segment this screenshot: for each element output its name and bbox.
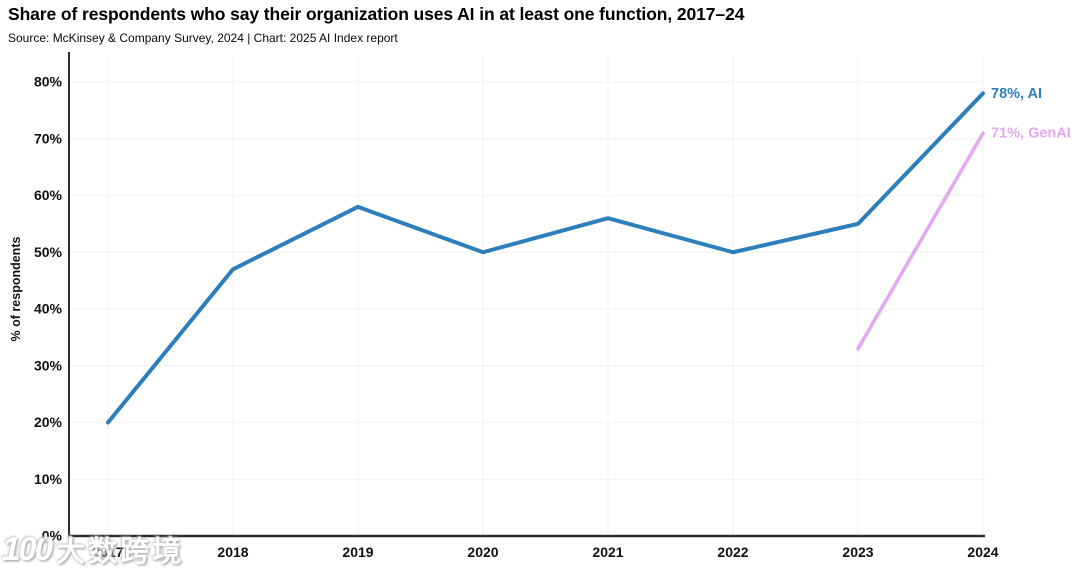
x-tick-label: 2024: [967, 544, 998, 560]
chart-title: Share of respondents who say their organ…: [8, 4, 745, 24]
y-tick-label: 30%: [34, 357, 63, 373]
x-tick-label: 2019: [342, 544, 373, 560]
series-end-label-genai: 71%, GenAI: [991, 126, 1071, 142]
y-tick-label: 60%: [34, 187, 63, 203]
x-tick-label: 2021: [592, 544, 623, 560]
series-line-genai: [856, 131, 985, 351]
y-tick-label: 40%: [34, 301, 63, 317]
y-tick-label: 50%: [34, 244, 63, 260]
chart-source: Source: McKinsey & Company Survey, 2024 …: [8, 31, 398, 45]
x-tick-label: 2022: [717, 544, 748, 560]
series-line-ai: [106, 91, 985, 425]
x-tick-label: 2017: [92, 544, 123, 560]
y-tick-label: 0%: [42, 528, 63, 544]
y-tick-label: 70%: [34, 130, 63, 146]
x-tick-label: 2018: [217, 544, 248, 560]
x-tick-label: 2020: [467, 544, 498, 560]
y-tick-label: 20%: [34, 414, 63, 430]
series-end-label-ai: 78%, AI: [991, 86, 1042, 102]
y-tick-label: 80%: [34, 74, 63, 90]
y-tick-label: 10%: [34, 471, 63, 487]
x-tick-label: 2023: [842, 544, 873, 560]
